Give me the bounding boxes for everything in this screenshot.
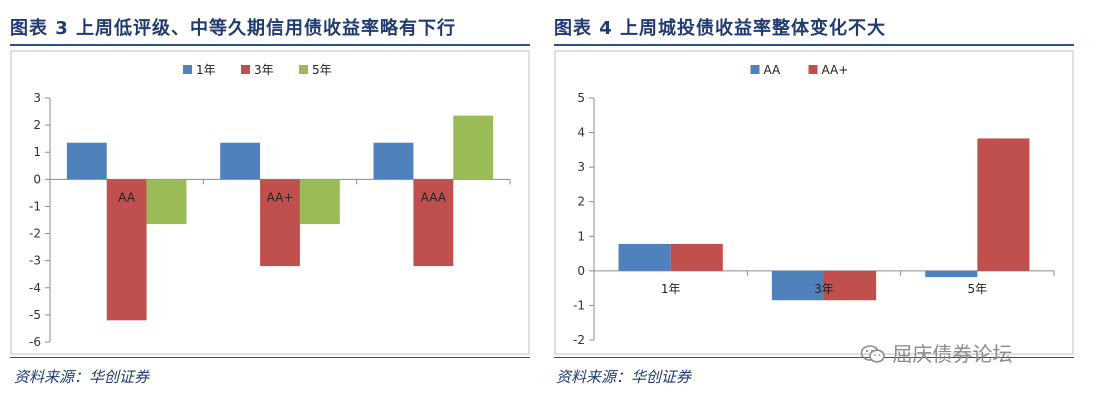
y-tick-label: 0 [577,264,585,278]
bar-3年-AA [771,270,824,301]
figure-4-source: 资料来源：华创证券 [556,368,692,386]
y-tick-label: 3 [577,160,585,174]
bar-1年-AA [618,243,671,271]
figure-4-chart: 5 4 3 2 1 0 -1 -2 1年 3年 5年 AA AA+ [554,50,1074,355]
x-category-label: AA+ [267,190,294,204]
wechat-icon [860,342,892,366]
legend-swatch [241,65,250,74]
bar-AA-3年 [106,179,147,321]
y-tick-label: 0 [33,172,41,186]
x-category-label: AA [118,190,136,204]
bar-AA-1年 [66,142,107,180]
figure-4-bottom-rule [554,357,1074,358]
figure-3-chart: 3 2 1 0 -1 -2 -3 -4 -5 -6 AA AA+ AAA 1年 3年 5年 [10,50,530,355]
bar-AAA-1年 [373,142,414,180]
bar-AAA-3年 [413,179,454,267]
bar-1年-AA+ [670,243,723,271]
x-category-label: 1年 [661,282,681,296]
legend-label: AA [764,63,782,77]
y-tick-label: -6 [29,335,41,349]
y-tick-label: 2 [33,118,41,132]
bar-AA+-5年 [299,179,340,225]
y-tick-label: 1 [33,145,41,159]
y-tick-label: 3 [33,91,41,105]
y-tick-label: -1 [29,199,41,213]
figure-3-bottom-rule [10,357,530,358]
legend-label: AA+ [822,63,849,77]
y-tick-label: -4 [29,281,41,295]
legend-label: 3年 [254,63,274,77]
watermark-text: 屈庆债券论坛 [892,342,1013,366]
figure-4-title-rule [554,44,1074,46]
bar-3年-AA+ [824,270,877,301]
legend-label: 1年 [196,63,216,77]
y-tick-label: 5 [577,91,585,105]
bar-5年-AA+ [977,138,1030,271]
figure-3-title: 图表 3 上周低评级、中等久期信用债收益率略有下行 [10,18,457,39]
legend-label: 5年 [312,63,332,77]
legend-swatch [750,65,760,74]
y-tick-label: -1 [573,298,585,312]
y-tick-label: 2 [577,195,585,209]
figure-3-title-rule [10,44,530,46]
watermark: 屈庆债券论坛 [860,338,1012,367]
y-tick-label: 4 [577,126,585,140]
legend-swatch [299,65,308,74]
y-tick-label: -2 [29,227,41,241]
legend-swatch [183,65,192,74]
bar-AA-5年 [146,179,187,225]
bar-AAA-5年 [453,115,494,180]
y-tick-label: 1 [577,229,585,243]
bar-5年-AA [925,270,978,278]
y-tick-label: -5 [29,308,41,322]
y-tick-label: -3 [29,254,41,268]
x-category-label: AAA [421,190,447,204]
x-category-label: 5年 [968,282,988,296]
bar-AA+-1年 [220,142,261,180]
y-tick-label: -2 [573,333,585,347]
figure-4-title: 图表 4 上周城投债收益率整体变化不大 [554,18,887,39]
figure-4-panel: 图表 4 上周城投债收益率整体变化不大 5 4 3 2 1 0 -1 -2 1年 3年 5年 AA AA… [550,0,1099,400]
x-category-label: 3年 [814,282,834,296]
bar-AA+-3年 [260,179,300,267]
legend-swatch [808,65,818,74]
figure-3-source: 资料来源：华创证券 [14,368,150,386]
figure-3-panel: 图表 3 上周低评级、中等久期信用债收益率略有下行 3 2 1 0 -1 -2 -3 -4 -5… [0,0,540,400]
